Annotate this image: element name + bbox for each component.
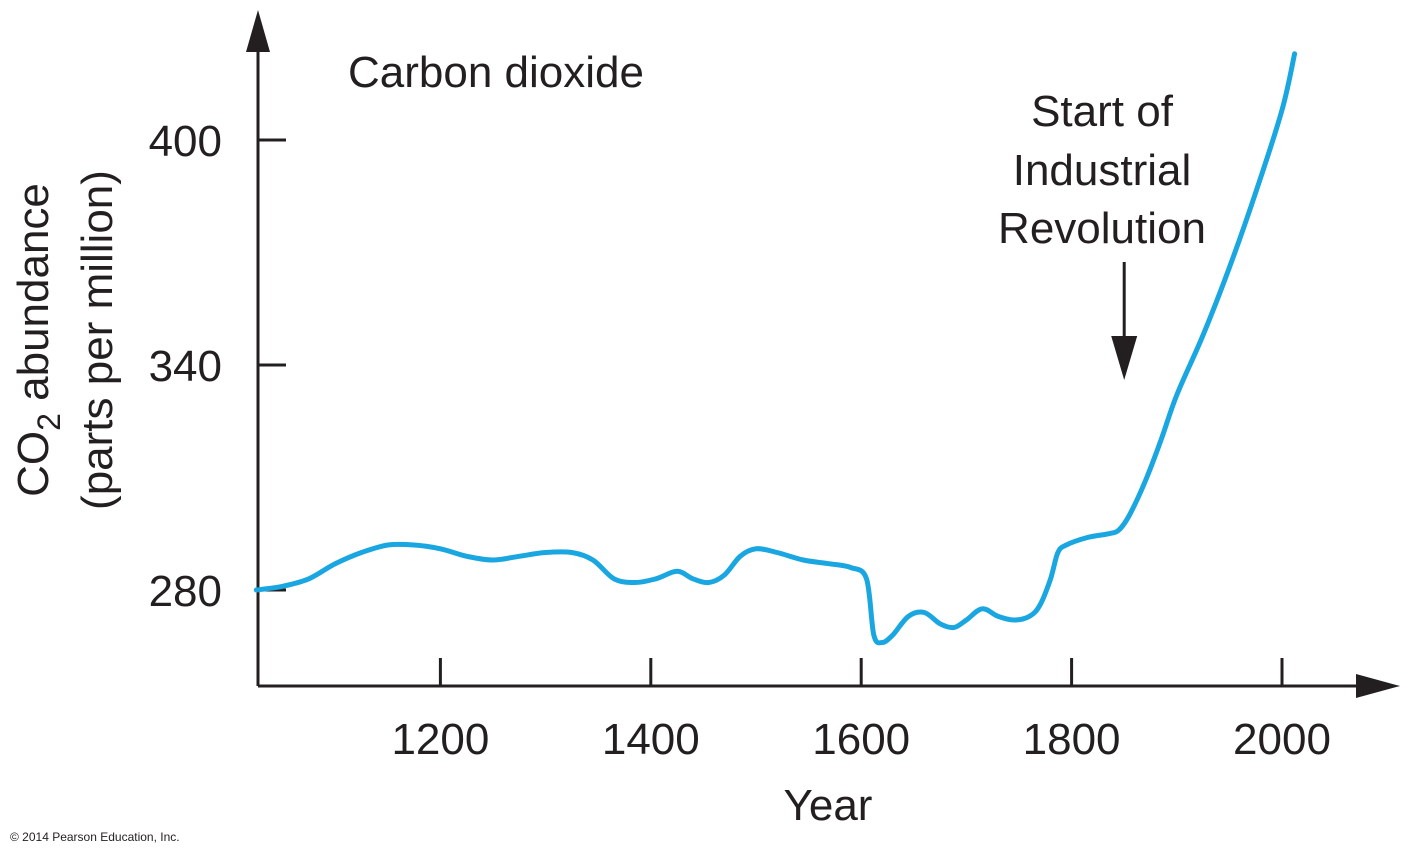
- y-axis-title-line-1: CO2 abundance: [9, 183, 67, 497]
- x-axis-title: Year: [784, 781, 873, 830]
- chart-title: Carbon dioxide: [348, 48, 644, 97]
- y-ticks: 280 340 400: [149, 117, 286, 616]
- x-tick-label: 1600: [812, 715, 910, 764]
- y-axis-arrowhead: [246, 10, 270, 52]
- annotation-line-2: Industrial: [1013, 146, 1192, 195]
- x-tick-label: 1800: [1023, 715, 1121, 764]
- co2-series-line: [253, 51, 1298, 646]
- industrial-revolution-annotation: Start of Industrial Revolution: [998, 87, 1206, 380]
- annotation-line-1: Start of: [1031, 87, 1174, 136]
- annotation-arrow-head: [1111, 336, 1138, 380]
- x-tick-label: 2000: [1233, 715, 1331, 764]
- annotation-line-3: Revolution: [998, 204, 1206, 253]
- x-ticks: 1200 1400 1600 1800 2000: [391, 658, 1331, 764]
- x-tick-label: 1200: [391, 715, 489, 764]
- y-tick-label: 340: [149, 342, 222, 391]
- y-axis-title: CO2 abundance (parts per million): [9, 170, 122, 510]
- copyright-text: © 2014 Pearson Education, Inc.: [10, 830, 180, 844]
- y-axis-title-line-2: (parts per million): [73, 170, 122, 510]
- x-tick-label: 1400: [602, 715, 700, 764]
- y-tick-label: 280: [149, 567, 222, 616]
- x-axis-arrowhead: [1356, 674, 1400, 698]
- y-tick-label: 400: [149, 117, 222, 166]
